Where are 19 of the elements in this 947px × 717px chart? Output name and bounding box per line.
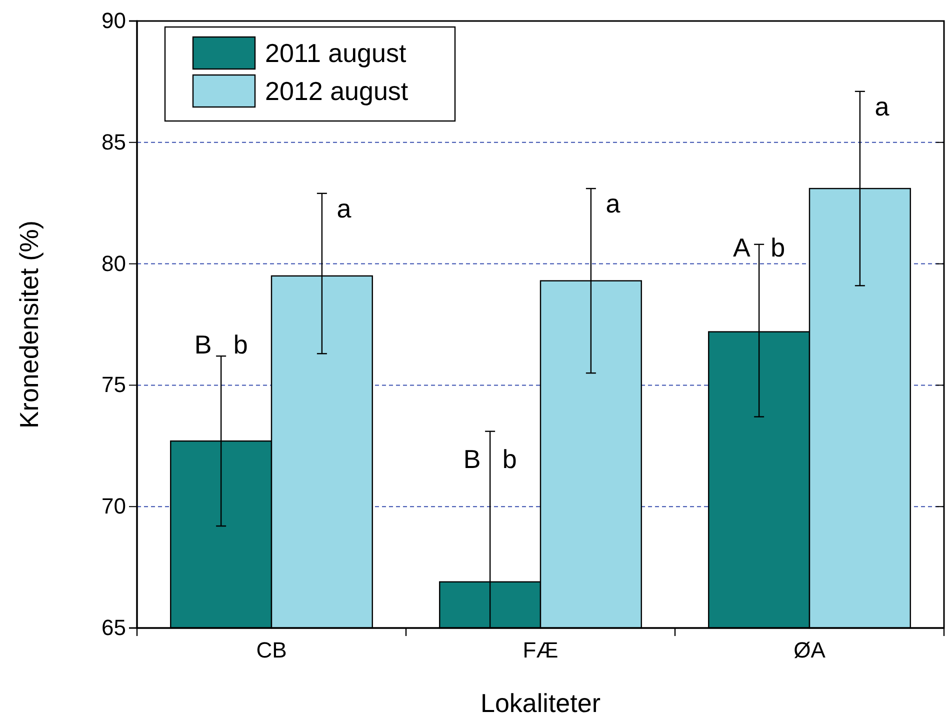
x-axis-title: Lokaliteter: [480, 688, 601, 717]
annotation: B b: [194, 330, 248, 360]
annotation: B b: [463, 444, 517, 474]
legend-label: 2011 august: [265, 38, 407, 68]
y-tick-label: 90: [102, 8, 126, 34]
annotation: A b: [733, 232, 786, 263]
x-tick-label: CB: [256, 638, 287, 663]
y-tick-label: 65: [102, 615, 126, 640]
y-tick-label: 70: [102, 494, 126, 519]
y-tick-label: 85: [102, 129, 126, 154]
x-tick-label: FÆ: [522, 638, 558, 663]
data-label: a: [336, 193, 352, 224]
data-label: a: [874, 91, 890, 122]
y-tick-label: 75: [102, 372, 126, 398]
y-tick-label: 80: [102, 250, 126, 276]
data-label: a: [606, 188, 621, 219]
legend-label: 2012 august: [265, 76, 409, 106]
x-tick-label: ØA: [794, 638, 826, 663]
y-axis-title: Kronedensitet (%): [14, 220, 44, 429]
